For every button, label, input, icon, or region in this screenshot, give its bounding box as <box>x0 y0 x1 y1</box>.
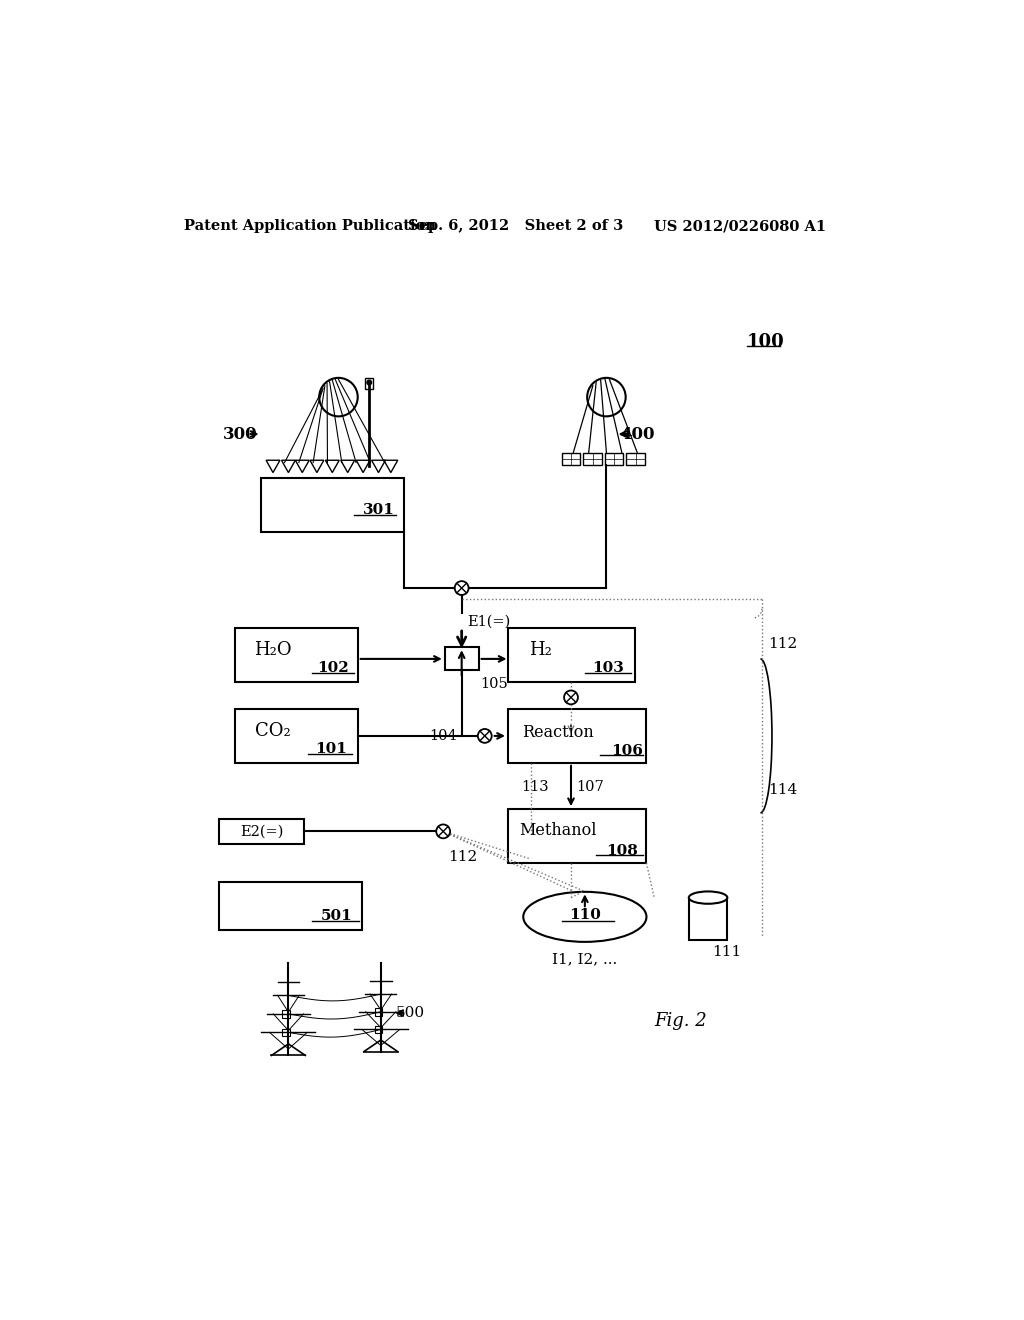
Text: 106: 106 <box>611 743 643 758</box>
Bar <box>444 647 478 671</box>
Text: 301: 301 <box>362 503 394 517</box>
Bar <box>508 628 635 682</box>
Text: US 2012/0226080 A1: US 2012/0226080 A1 <box>654 219 826 234</box>
Text: 103: 103 <box>592 661 624 675</box>
Text: 500: 500 <box>396 1006 425 1020</box>
Bar <box>562 453 581 465</box>
Text: 101: 101 <box>314 742 347 756</box>
Text: 501: 501 <box>321 909 352 923</box>
Text: 110: 110 <box>569 908 601 921</box>
Text: 100: 100 <box>746 333 784 351</box>
Bar <box>627 453 645 465</box>
Text: H₂O: H₂O <box>254 640 292 659</box>
Bar <box>283 1010 290 1018</box>
Text: 104: 104 <box>429 729 457 743</box>
Bar <box>234 628 357 682</box>
Text: E2(=): E2(=) <box>240 825 284 838</box>
Text: 114: 114 <box>768 783 798 797</box>
Bar <box>605 453 624 465</box>
Text: Patent Application Publication: Patent Application Publication <box>184 219 436 234</box>
Bar <box>689 898 727 940</box>
Text: 107: 107 <box>577 780 604 793</box>
Text: E1(=): E1(=) <box>467 615 510 630</box>
Bar <box>234 709 357 763</box>
Bar <box>261 478 403 532</box>
Circle shape <box>436 825 451 838</box>
Bar <box>375 1026 382 1034</box>
Text: 400: 400 <box>621 425 654 442</box>
Text: 111: 111 <box>712 945 741 958</box>
Text: 300: 300 <box>223 425 258 442</box>
Text: Fig. 2: Fig. 2 <box>654 1012 707 1030</box>
Circle shape <box>478 729 492 743</box>
Bar <box>508 709 646 763</box>
Bar <box>375 1008 382 1015</box>
Text: 108: 108 <box>606 843 638 858</box>
Circle shape <box>564 690 578 705</box>
Text: 102: 102 <box>317 661 349 675</box>
Bar <box>219 882 361 929</box>
Ellipse shape <box>689 891 727 904</box>
Text: Methanol: Methanol <box>519 822 597 840</box>
Text: 105: 105 <box>480 677 508 690</box>
Text: 112: 112 <box>768 636 798 651</box>
Circle shape <box>455 581 469 595</box>
Text: Sep. 6, 2012   Sheet 2 of 3: Sep. 6, 2012 Sheet 2 of 3 <box>408 219 623 234</box>
Bar <box>283 1028 290 1036</box>
Text: 112: 112 <box>447 850 477 863</box>
Bar <box>366 378 373 389</box>
Circle shape <box>367 380 372 385</box>
Text: H₂: H₂ <box>528 640 552 659</box>
Bar <box>219 818 304 843</box>
Bar <box>508 809 646 863</box>
Text: CO₂: CO₂ <box>255 722 291 739</box>
Text: Reaction: Reaction <box>522 723 594 741</box>
Text: 113: 113 <box>521 780 549 793</box>
Bar <box>584 453 602 465</box>
Text: I1, I2, ...: I1, I2, ... <box>552 952 617 966</box>
